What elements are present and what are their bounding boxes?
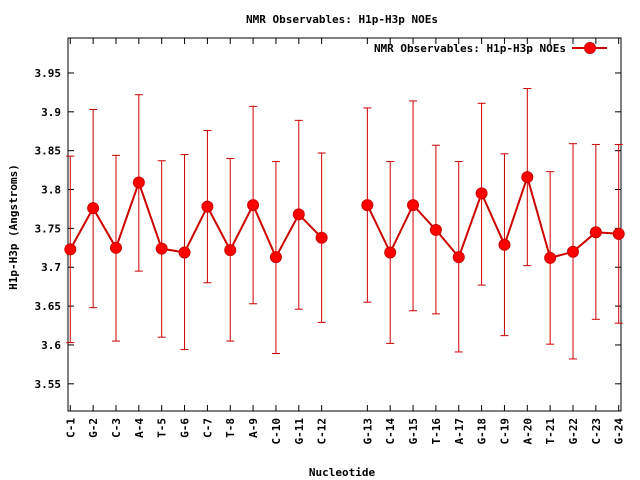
error-bars — [66, 88, 623, 360]
y-tick-label: 3.75 — [35, 222, 62, 235]
x-tick-label: C-12 — [316, 418, 329, 445]
chart-title: NMR Observables: H1p-H3p NOEs — [246, 13, 438, 26]
x-axis: C-1 G-2 C-3 A-4 T-5 G-6 C-7 T-8 A-9 C-10 G-11 C-12 G… — [64, 38, 626, 445]
data-point — [247, 199, 260, 212]
x-tick-label: C-1 — [64, 418, 77, 438]
data-point — [292, 208, 305, 221]
data-point — [589, 226, 602, 239]
data-point — [361, 199, 374, 212]
x-tick-label: C-7 — [201, 418, 214, 438]
data-point — [429, 223, 442, 236]
y-axis: 3.55 3.6 3.65 3.7 3.75 3.8 3.85 3.9 3.95 — [35, 67, 621, 391]
data-point — [612, 227, 625, 240]
data-point — [64, 243, 77, 256]
data-points — [64, 171, 625, 264]
series-line — [69, 173, 619, 260]
data-point — [109, 241, 122, 254]
x-tick-label: T-5 — [156, 418, 169, 438]
x-tick-label: G-18 — [476, 418, 489, 445]
legend-label: NMR Observables: H1p-H3p NOEs — [374, 42, 566, 55]
data-point — [567, 245, 580, 258]
data-point — [155, 242, 168, 255]
data-point — [384, 246, 397, 259]
x-tick-label: T-16 — [430, 418, 443, 445]
x-tick-label: T-21 — [544, 418, 557, 445]
x-tick-label: C-19 — [498, 418, 511, 445]
y-tick-label: 3.55 — [35, 378, 62, 391]
y-tick-label: 3.9 — [41, 106, 61, 119]
legend-swatch-marker — [584, 42, 596, 54]
x-tick-label: C-3 — [110, 418, 123, 438]
x-tick-label: T-8 — [224, 418, 237, 438]
x-tick-label: G-15 — [407, 418, 420, 445]
y-tick-label: 3.85 — [35, 145, 62, 158]
x-tick-label: G-11 — [293, 418, 306, 445]
data-point — [407, 199, 420, 212]
data-point — [132, 176, 145, 189]
data-point — [269, 251, 282, 264]
x-axis-label: Nucleotide — [309, 466, 376, 479]
x-tick-label: A-4 — [133, 418, 146, 438]
data-point — [475, 187, 488, 200]
x-tick-label: C-23 — [590, 418, 603, 445]
data-point — [452, 251, 465, 264]
x-tick-label: G-24 — [613, 418, 626, 445]
y-tick-label: 3.6 — [41, 339, 61, 352]
x-tick-label: A-9 — [247, 418, 260, 438]
y-tick-label: 3.95 — [35, 67, 62, 80]
data-point — [87, 202, 100, 215]
data-point — [178, 246, 191, 259]
plot-frame — [67, 37, 622, 412]
y-tick-label: 3.65 — [35, 300, 62, 313]
x-tick-label: G-2 — [87, 418, 100, 438]
y-axis-label: H1p-H3p (Angstroms) — [7, 164, 20, 290]
data-point — [224, 244, 237, 257]
x-tick-label: G-6 — [179, 418, 192, 438]
y-tick-label: 3.8 — [41, 184, 61, 197]
data-point — [315, 231, 328, 244]
x-tick-label: C-14 — [384, 418, 397, 445]
legend: NMR Observables: H1p-H3p NOEs — [374, 42, 607, 55]
y-tick-label: 3.7 — [41, 261, 61, 274]
x-tick-label: G-22 — [567, 418, 580, 445]
data-point — [544, 251, 557, 264]
x-tick-label: C-10 — [270, 418, 283, 445]
data-point — [201, 200, 214, 213]
data-point — [498, 238, 511, 251]
x-tick-label: A-17 — [453, 418, 466, 445]
x-tick-label: A-20 — [521, 418, 534, 445]
data-point — [521, 171, 534, 184]
x-tick-label: G-13 — [361, 418, 374, 445]
